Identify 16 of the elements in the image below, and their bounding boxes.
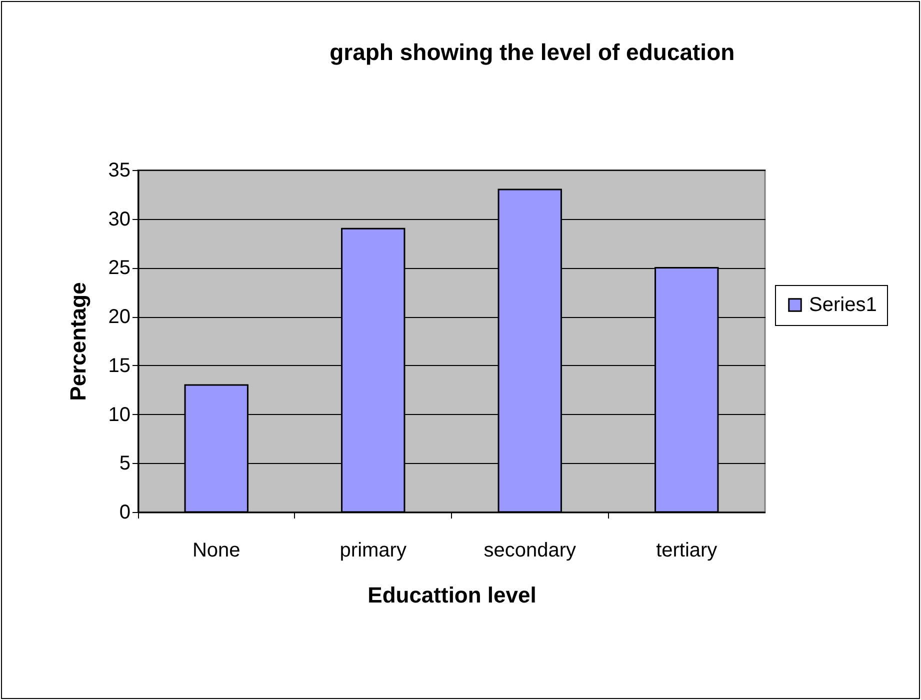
x-tick-label: tertiary bbox=[656, 540, 718, 562]
y-tick-label: 10 bbox=[108, 404, 130, 426]
x-axis-title: Educattion level bbox=[368, 582, 536, 608]
y-tick-label: 0 bbox=[119, 502, 130, 524]
y-tick-label: 20 bbox=[108, 306, 130, 328]
y-axis-title: Percentage bbox=[65, 282, 90, 401]
y-tick-label: 15 bbox=[108, 354, 130, 377]
x-tick-label: secondary bbox=[484, 540, 576, 562]
y-tick-label: 5 bbox=[119, 452, 130, 475]
legend-label: Series1 bbox=[809, 294, 877, 316]
y-tick-label: 25 bbox=[108, 257, 130, 280]
y-tick-label: 30 bbox=[108, 208, 130, 230]
x-tick-label: None bbox=[192, 540, 240, 562]
chart-title: graph showing the level of education bbox=[330, 39, 735, 65]
x-tick-label: primary bbox=[340, 540, 406, 562]
y-tick-label: 35 bbox=[108, 160, 130, 182]
